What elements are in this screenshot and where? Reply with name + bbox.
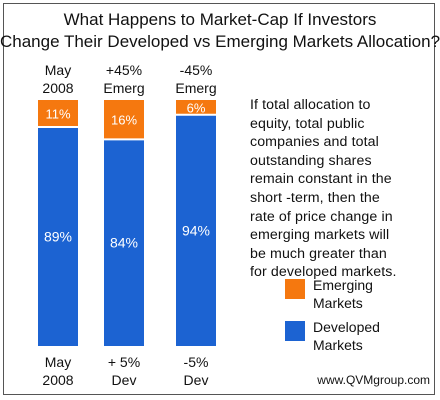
bottom-label-1-line-1: May	[45, 354, 71, 370]
top-label-1-line-1: May	[45, 62, 71, 78]
data-label-developed-3: 94%	[182, 222, 210, 238]
chart-title-line-1: What Happens to Market-Cap If Investors	[63, 10, 377, 29]
legend-item-developed: Developed Markets	[285, 318, 435, 358]
data-label-emerging-3: 6%	[187, 100, 206, 115]
bottom-label-1-line-2: 2008	[42, 372, 73, 388]
bar-emerging-3	[176, 100, 216, 115]
bottom-label-2-line-1: + 5%	[108, 354, 140, 370]
top-label-3-line-2: Emerg	[175, 80, 216, 96]
chart-title-line-2: Change Their Developed vs Emerging Marke…	[0, 32, 440, 51]
data-label-developed-2: 84%	[110, 235, 138, 251]
bottom-label-3-line-1: -5%	[184, 354, 209, 370]
footer-url: www.QVMgroup.com	[317, 373, 430, 387]
top-label-1-line-2: 2008	[42, 80, 73, 96]
explanation-note: If total allocation to equity, total pub…	[250, 97, 397, 281]
data-label-emerging-1: 11%	[45, 107, 70, 122]
data-label-emerging-2: 16%	[111, 113, 137, 128]
bar-developed-3	[176, 114, 216, 346]
data-label-developed-1: 89%	[44, 229, 72, 245]
bar-developed-2	[104, 139, 144, 346]
legend-swatch-developed	[285, 321, 305, 341]
top-label-2-line-1: +45%	[106, 62, 142, 78]
legend-label-developed: Developed Markets	[313, 319, 380, 353]
bar-emerging-2	[104, 100, 144, 140]
bar-developed-1	[38, 127, 78, 346]
bottom-label-3-line-2: Dev	[184, 372, 209, 388]
top-label-3-line-1: -45%	[180, 62, 213, 78]
legend-label-emerging: Emerging Markets	[313, 277, 373, 311]
top-label-2-line-2: Emerg	[103, 80, 144, 96]
legend-swatch-emerging	[285, 279, 305, 299]
bar-emerging-1	[38, 100, 78, 128]
chart-title: What Happens to Market-Cap If Investors …	[0, 9, 440, 53]
bottom-label-2-line-2: Dev	[112, 372, 137, 388]
legend-item-emerging: Emerging Markets	[285, 276, 435, 316]
